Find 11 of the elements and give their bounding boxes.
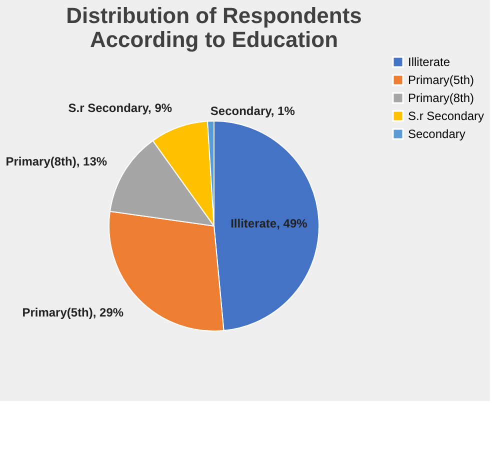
legend-label: Secondary [408,127,466,141]
legend-label: Illiterate [408,55,450,69]
data-label: Illiterate, 49% [230,216,308,230]
chart-title: Distribution of Respondents According to Education [66,3,362,52]
legend-label: S.r Secondary [408,109,484,123]
data-label: Primary(8th), 13% [6,154,108,168]
data-label: Primary(5th), 29% [22,305,124,320]
legend-label: Primary(8th) [408,91,474,105]
legend-label: Primary(5th) [408,73,474,87]
data-label: Secondary, 1% [210,104,296,118]
data-label: S.r Secondary, 9% [68,101,172,116]
